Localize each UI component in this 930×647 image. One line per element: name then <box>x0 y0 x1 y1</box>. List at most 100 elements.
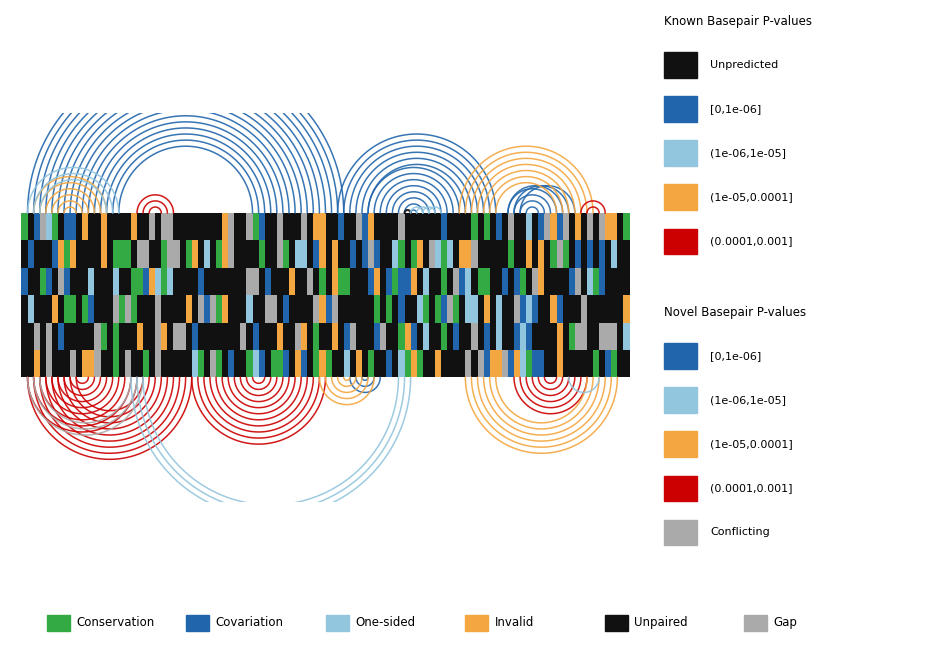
Bar <box>532 213 538 241</box>
Bar <box>405 241 411 268</box>
Bar <box>599 350 605 377</box>
Bar <box>520 322 526 350</box>
Bar <box>611 241 618 268</box>
Bar <box>107 350 113 377</box>
Bar <box>368 268 374 295</box>
Bar <box>64 213 70 241</box>
Bar <box>33 268 40 295</box>
Bar <box>161 295 167 322</box>
Bar <box>76 295 82 322</box>
Text: Invalid: Invalid <box>495 617 534 630</box>
Bar <box>526 213 532 241</box>
Bar <box>319 322 325 350</box>
Bar <box>526 322 532 350</box>
Bar <box>520 268 526 295</box>
Bar <box>295 241 301 268</box>
Bar <box>137 241 143 268</box>
Bar <box>82 295 88 322</box>
Bar <box>277 322 283 350</box>
Bar <box>398 268 405 295</box>
Bar <box>174 350 179 377</box>
Bar <box>167 213 174 241</box>
Bar <box>417 295 423 322</box>
Bar <box>581 322 587 350</box>
Bar <box>179 350 186 377</box>
Bar <box>28 241 33 268</box>
Bar <box>113 322 119 350</box>
Bar <box>569 350 575 377</box>
Bar <box>100 268 107 295</box>
Bar <box>544 350 551 377</box>
Bar <box>618 241 623 268</box>
Bar <box>198 241 204 268</box>
Bar <box>198 268 204 295</box>
Text: Conservation: Conservation <box>76 617 154 630</box>
Bar <box>204 295 210 322</box>
Bar <box>192 213 198 241</box>
Bar <box>167 268 174 295</box>
Bar <box>186 322 192 350</box>
Bar <box>326 350 332 377</box>
Bar <box>246 241 253 268</box>
Bar <box>186 213 192 241</box>
Bar <box>107 322 113 350</box>
Bar <box>222 322 228 350</box>
Bar <box>459 213 465 241</box>
Bar <box>137 295 143 322</box>
Bar <box>544 322 551 350</box>
Bar <box>605 241 611 268</box>
Bar <box>575 213 581 241</box>
Bar <box>186 350 192 377</box>
Bar <box>46 295 52 322</box>
Bar <box>380 268 386 295</box>
Bar <box>295 213 301 241</box>
Bar <box>326 322 332 350</box>
Bar <box>472 213 477 241</box>
Bar <box>113 213 119 241</box>
Bar <box>551 295 556 322</box>
Bar <box>447 213 453 241</box>
Bar <box>472 268 477 295</box>
Bar <box>82 241 88 268</box>
Bar <box>423 322 429 350</box>
Bar <box>398 241 405 268</box>
Bar <box>593 322 599 350</box>
Bar <box>350 213 356 241</box>
Bar <box>332 213 338 241</box>
Bar <box>204 268 210 295</box>
Bar <box>563 350 569 377</box>
Bar <box>204 322 210 350</box>
Bar <box>174 322 179 350</box>
Bar <box>313 268 319 295</box>
Bar <box>556 213 563 241</box>
Bar <box>76 268 82 295</box>
Bar <box>484 322 490 350</box>
Bar <box>405 213 411 241</box>
Bar <box>362 268 368 295</box>
Bar <box>374 213 380 241</box>
Bar <box>490 322 496 350</box>
Bar <box>508 268 514 295</box>
Bar <box>380 322 386 350</box>
Bar <box>386 350 392 377</box>
Bar <box>307 268 313 295</box>
Bar <box>246 350 253 377</box>
Bar <box>599 241 605 268</box>
Bar <box>33 350 40 377</box>
Bar <box>46 213 52 241</box>
Bar <box>119 213 125 241</box>
Bar <box>484 350 490 377</box>
Bar <box>192 350 198 377</box>
Bar <box>380 295 386 322</box>
Bar <box>532 322 538 350</box>
Bar <box>338 268 344 295</box>
Bar <box>313 241 319 268</box>
Bar <box>204 241 210 268</box>
Bar <box>664 52 697 78</box>
Bar <box>538 295 544 322</box>
Bar <box>271 350 277 377</box>
Bar <box>380 241 386 268</box>
Bar <box>192 268 198 295</box>
Bar <box>526 295 532 322</box>
Bar <box>398 295 405 322</box>
